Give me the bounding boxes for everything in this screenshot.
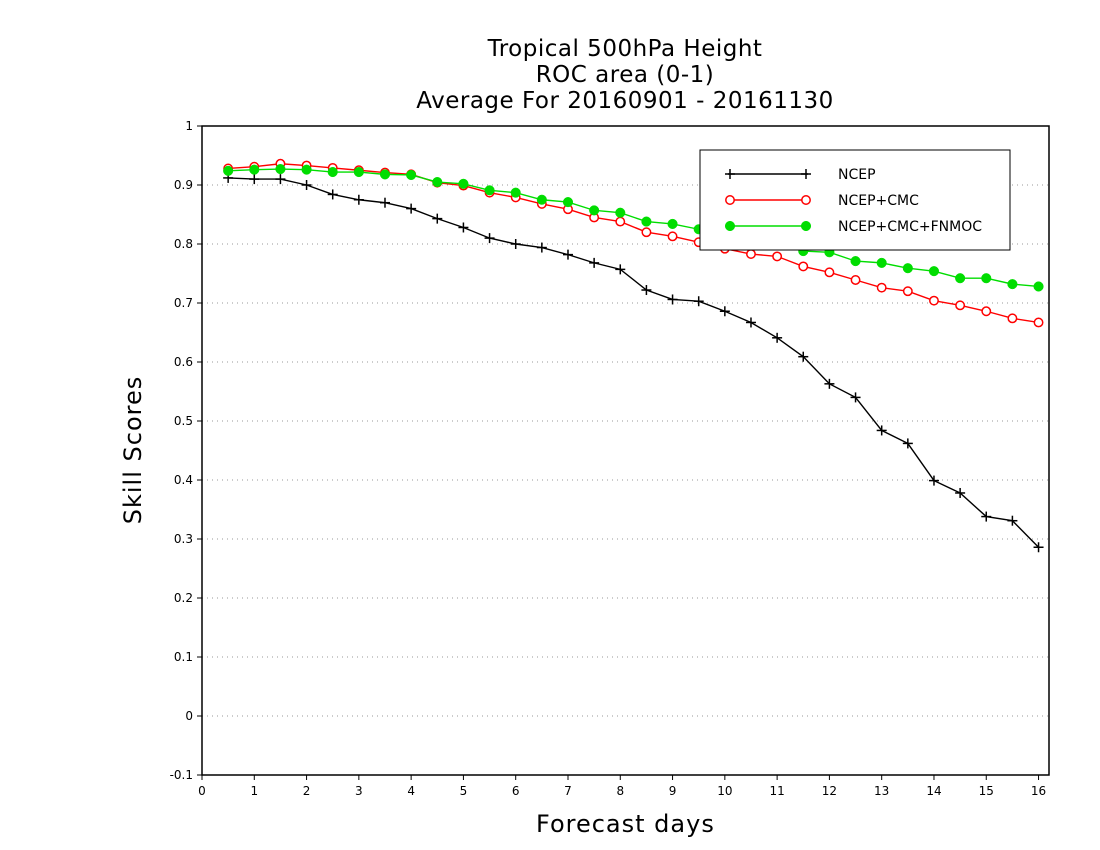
x-tick-label: 16 xyxy=(1031,784,1046,798)
data-point xyxy=(641,216,652,227)
data-point xyxy=(275,164,286,175)
data-point xyxy=(902,286,913,297)
legend-label: NCEP xyxy=(838,167,876,183)
data-point xyxy=(772,251,783,262)
y-tick-label: 0.8 xyxy=(174,237,193,251)
data-point xyxy=(432,177,443,188)
legend-label: NCEP+CMC+FNMOC xyxy=(838,219,982,235)
data-point xyxy=(929,295,939,306)
y-tick-label: 0.5 xyxy=(174,414,193,428)
data-point xyxy=(746,249,756,259)
legend-marker xyxy=(800,220,812,232)
y-tick-label: 0.7 xyxy=(174,296,193,310)
x-tick-label: 9 xyxy=(669,784,677,798)
y-tick-label: 0.6 xyxy=(174,355,193,369)
data-point xyxy=(458,178,469,189)
legend-label: NCEP+CMC xyxy=(838,193,919,209)
data-point xyxy=(876,282,887,293)
data-point xyxy=(536,194,547,205)
x-tick-label: 13 xyxy=(874,784,889,798)
data-point xyxy=(981,306,992,317)
data-point xyxy=(510,187,521,198)
data-point xyxy=(1033,281,1044,292)
data-point xyxy=(249,164,260,175)
data-point xyxy=(955,273,966,284)
x-tick-label: 8 xyxy=(616,784,624,798)
data-point xyxy=(850,275,861,285)
y-tick-label: -0.1 xyxy=(170,768,193,782)
x-axis-title: Forecast days xyxy=(536,810,715,838)
data-point xyxy=(223,165,234,176)
data-point xyxy=(327,166,338,178)
data-point xyxy=(353,166,364,178)
x-tick-label: 2 xyxy=(303,784,311,798)
data-point xyxy=(484,185,495,196)
chart-title-line-3: Average For 20160901 - 20161130 xyxy=(416,88,834,114)
data-point xyxy=(667,231,678,242)
data-point xyxy=(981,273,992,284)
legend-marker xyxy=(724,220,736,232)
data-point xyxy=(824,267,835,278)
y-tick-label: 0.4 xyxy=(174,473,193,487)
data-point xyxy=(301,164,312,175)
x-tick-label: 4 xyxy=(407,784,415,798)
chart-title-line-2: ROC area (0-1) xyxy=(535,62,715,88)
x-tick-label: 0 xyxy=(198,784,206,798)
data-point xyxy=(667,218,678,229)
x-tick-label: 5 xyxy=(460,784,468,798)
y-tick-label: 0 xyxy=(185,709,193,723)
data-point xyxy=(798,261,809,272)
data-point xyxy=(589,205,600,216)
x-tick-label: 12 xyxy=(822,784,837,798)
x-tick-label: 7 xyxy=(564,784,572,798)
x-tick-label: 3 xyxy=(355,784,363,798)
data-point xyxy=(615,216,626,227)
x-tick-label: 11 xyxy=(769,784,784,798)
y-tick-label: 0.9 xyxy=(174,178,193,192)
x-tick-label: 14 xyxy=(926,784,941,798)
data-point xyxy=(928,266,940,277)
y-tick-label: 0.1 xyxy=(174,650,193,664)
chart-title-line-1: Tropical 500hPa Height xyxy=(487,36,763,62)
data-point xyxy=(406,169,417,181)
y-tick-label: 0.2 xyxy=(174,591,193,605)
data-point xyxy=(876,257,887,268)
data-point xyxy=(641,227,652,238)
data-point xyxy=(1007,279,1018,290)
x-tick-label: 10 xyxy=(717,784,732,798)
legend-marker xyxy=(725,195,735,205)
x-tick-label: 6 xyxy=(512,784,520,798)
data-point xyxy=(955,300,966,311)
data-point xyxy=(1033,317,1044,328)
x-tick-label: 1 xyxy=(250,784,258,798)
plot-frame xyxy=(201,125,1050,776)
data-point xyxy=(850,256,861,267)
data-point xyxy=(615,207,626,218)
x-tick-label: 15 xyxy=(979,784,994,798)
data-point xyxy=(562,197,574,208)
data-point xyxy=(379,169,391,180)
legend-marker xyxy=(801,195,811,205)
data-point xyxy=(902,263,913,274)
y-tick-label: 1 xyxy=(185,119,193,133)
data-point xyxy=(1007,313,1018,324)
y-tick-label: 0.3 xyxy=(174,532,193,546)
